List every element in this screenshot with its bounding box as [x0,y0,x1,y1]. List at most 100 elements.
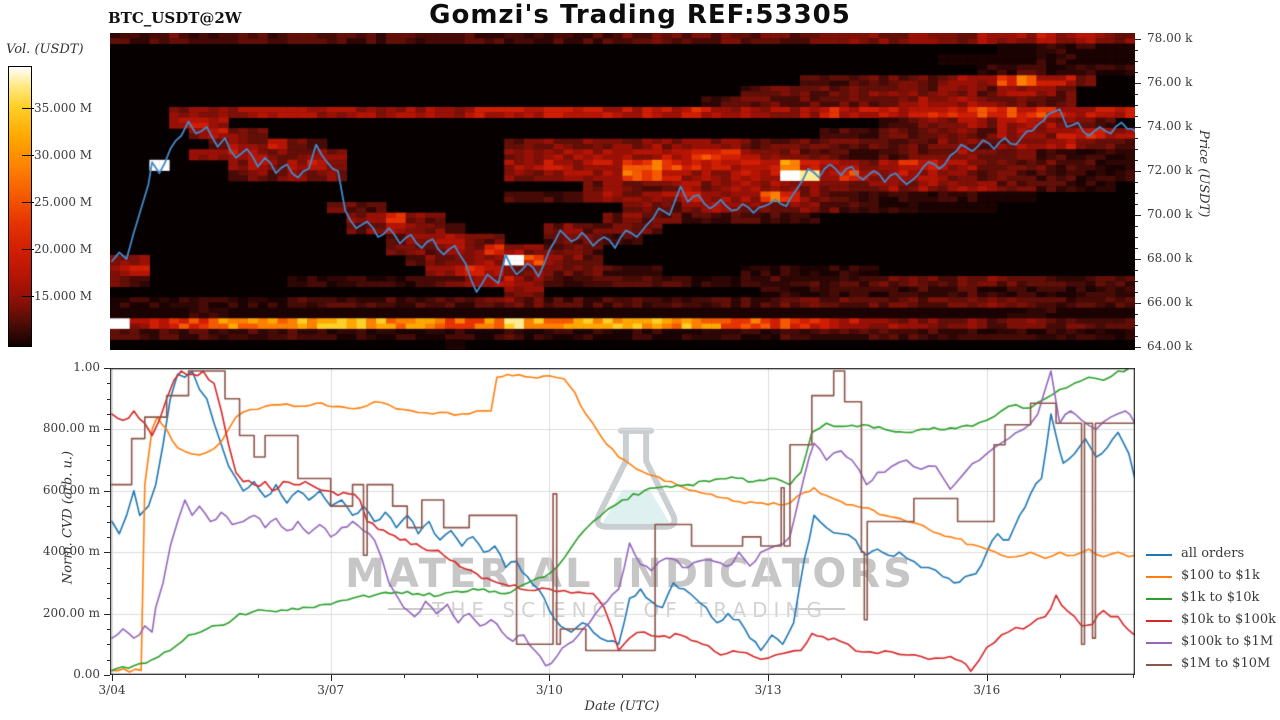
legend-label: $100k to $1M [1181,634,1274,649]
cvd-line-plot [110,368,1135,675]
price-tick-label: 78.00 k [1147,31,1193,45]
axis-tick [403,675,405,678]
axis-tick [1135,127,1138,128]
axis-tick [1135,182,1138,183]
legend-item: $1k to $10k [1143,588,1280,610]
axis-tick [1135,270,1138,271]
axis-tick [1135,105,1138,106]
volume-colorbar [8,66,32,347]
axis-tick [1135,303,1141,304]
axis-tick [549,675,551,678]
axis-tick [1135,325,1138,326]
cvd-axis-label: Norm. CVD (arb. u.) [60,450,76,585]
axis-tick [106,536,110,538]
date-tick-label: 3/16 [973,683,1001,697]
axis-tick [1135,171,1141,172]
legend-label: $100 to $1k [1181,568,1260,583]
axis-tick [106,521,110,523]
axis-tick [841,675,842,678]
colorbar-tick-label: 25.000 M [34,195,93,210]
axis-tick [106,628,110,630]
legend-item: all orders [1143,544,1280,566]
axis-tick [330,675,332,678]
price-tick-label: 72.00 k [1147,163,1193,177]
colorbar-tick [22,155,34,157]
axis-tick [622,675,624,678]
axis-tick [1135,237,1138,238]
axis-tick [112,675,113,681]
price-axis-label: Price (USDT) [1196,130,1211,218]
axis-tick [106,475,110,477]
cvd-tick-label: 1.00 [73,360,100,374]
page-title: Gomzi's Trading REF:53305 [429,0,851,30]
axis-tick [1135,347,1141,348]
axis-tick [257,675,259,678]
axis-tick [1135,138,1138,139]
axis-tick [106,490,110,492]
axis-tick [106,460,110,462]
price-tick-label: 70.00 k [1147,207,1193,221]
axis-tick [476,675,478,678]
cvd-tick-label: 600.00 m [42,482,100,497]
symbol-label: BTC_USDT@2W [108,9,242,27]
axis-tick [106,398,110,400]
axis-tick [106,444,110,446]
axis-tick [1135,127,1141,128]
legend-item: $100 to $1k [1143,566,1280,588]
axis-tick [1135,39,1141,40]
legend-swatch [1146,620,1172,623]
axis-tick [1135,314,1138,315]
axis-tick [330,675,332,681]
axis-tick [112,675,113,678]
axis-tick [1135,215,1141,216]
volume-heatmap-plot [110,33,1135,350]
axis-tick [1135,259,1138,260]
axis-tick [1135,215,1138,216]
axis-tick [106,506,110,508]
axis-tick [1135,303,1138,304]
colorbar-tick [22,202,34,204]
legend-swatch [1146,554,1172,557]
price-tick-label: 68.00 k [1147,251,1193,265]
legend-swatch [1146,576,1172,579]
colorbar-tick-label: 35.000 M [34,101,93,116]
axis-tick [106,675,110,676]
axis-tick [768,675,770,681]
price-tick-label: 74.00 k [1147,119,1193,133]
colorbar-tick [22,296,34,298]
axis-tick [1132,675,1134,678]
axis-tick [106,368,110,369]
axis-tick [1059,675,1061,678]
cvd-tick-label: 800.00 m [42,421,100,436]
axis-tick [768,675,770,678]
axis-tick [1135,50,1138,51]
axis-tick [106,567,110,569]
axis-tick [1135,204,1138,205]
colorbar-label: Vol. (USDT) [6,42,84,57]
axis-tick [1135,83,1141,84]
axis-tick [106,582,110,584]
colorbar-tick [22,108,34,110]
colorbar-tick-label: 20.000 M [34,242,93,257]
axis-tick [1135,171,1138,172]
axis-tick [1135,259,1141,260]
axis-tick [106,383,110,385]
cvd-tick-label: 0.00 [73,667,100,681]
axis-tick [106,429,110,431]
axis-tick [1135,39,1138,40]
cvd-tick-label: 400.00 m [42,544,100,559]
colorbar-tick [22,249,34,251]
legend-label: all orders [1181,546,1245,561]
cvd-tick-label: 200.00 m [42,605,100,620]
legend-item: $10k to $100k [1143,610,1280,632]
date-tick-label: 3/10 [535,683,563,697]
date-tick-label: 3/13 [754,683,782,697]
legend-item: $100k to $1M [1143,632,1280,654]
colorbar-tick-label: 30.000 M [34,148,93,163]
legend-swatch [1146,598,1172,601]
axis-tick [1135,149,1138,150]
axis-tick [1135,61,1138,62]
legend-label: $1M to $10M [1181,656,1271,671]
legend-swatch [1146,664,1172,667]
